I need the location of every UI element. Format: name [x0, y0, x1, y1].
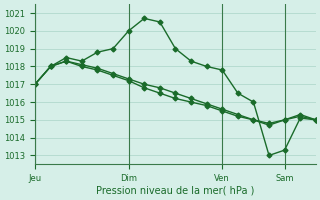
- X-axis label: Pression niveau de la mer( hPa ): Pression niveau de la mer( hPa ): [96, 186, 255, 196]
